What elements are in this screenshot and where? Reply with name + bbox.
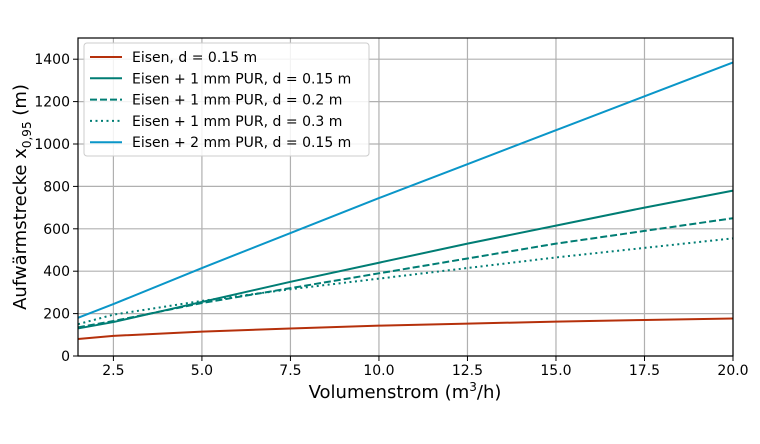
x-tick-label: 2.5 xyxy=(102,363,124,379)
grid xyxy=(78,38,734,357)
x-tick-label: 5.0 xyxy=(191,363,213,379)
y-tick-label: 1200 xyxy=(34,95,70,111)
y-tick-label: 1000 xyxy=(34,137,70,153)
series-lines xyxy=(77,61,734,341)
legend-label: Eisen + 1 mm PUR, d = 0.2 m xyxy=(132,93,342,109)
legend-label: Eisen + 2 mm PUR, d = 0.15 m xyxy=(132,135,351,151)
x-tick-label: 12.5 xyxy=(452,363,483,379)
x-tick-label: 20.0 xyxy=(717,363,748,379)
legend-box xyxy=(83,42,370,157)
series-line-5 xyxy=(77,61,734,319)
y-tick-label: 0 xyxy=(61,349,70,365)
legend-label: Eisen + 1 mm PUR, d = 0.15 m xyxy=(132,71,351,87)
x-tick-label: 15.0 xyxy=(540,363,571,379)
series-line-4 xyxy=(77,237,734,326)
x-tick-label: 7.5 xyxy=(279,363,301,379)
y-tick-label: 1400 xyxy=(34,52,70,68)
axis-ticks: 2.5 5.0 7.5 10.0 12.5 15.0 17.5 20.0 0 200 400 600 8… xyxy=(34,52,748,379)
y-tick-label: 400 xyxy=(43,264,70,280)
legend: Eisen, d = 0.15 m Eisen + 1 mm PUR, d = 0… xyxy=(83,42,370,157)
x-tick-label: 10.0 xyxy=(363,363,394,379)
y-tick-label: 800 xyxy=(43,179,70,195)
series-line-1 xyxy=(77,317,734,341)
x-tick-label: 17.5 xyxy=(629,363,660,379)
x-axis-label: Volumenstrom (m3/h) xyxy=(309,380,502,403)
y-axis-label: Aufwärmstrecke x0,95 (m) xyxy=(10,84,34,310)
legend-label: Eisen, d = 0.15 m xyxy=(132,50,257,66)
y-tick-label: 200 xyxy=(43,307,70,323)
series-line-3 xyxy=(77,217,734,329)
plot-frame xyxy=(77,37,734,357)
y-tick-label: 600 xyxy=(43,222,70,238)
legend-label: Eisen + 1 mm PUR, d = 0.3 m xyxy=(132,114,342,130)
